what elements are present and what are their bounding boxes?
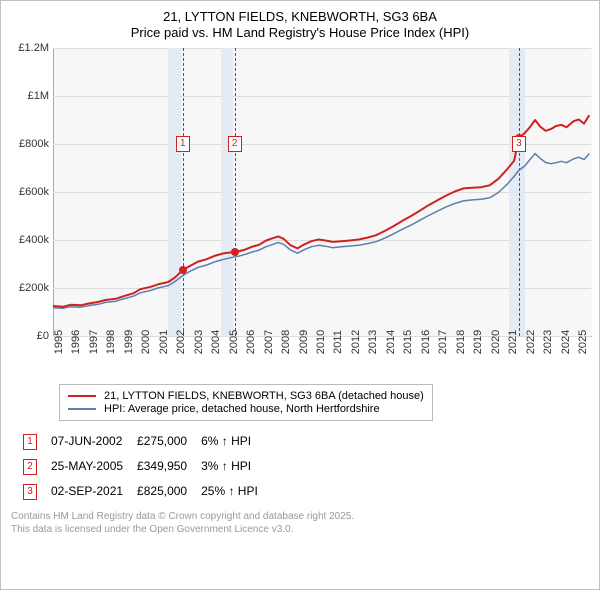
legend-swatch (68, 408, 96, 410)
title-line-2: Price paid vs. HM Land Registry's House … (11, 25, 589, 41)
sale-date: 25-MAY-2005 (51, 454, 137, 479)
legend-swatch (68, 395, 96, 397)
sale-number: 3 (23, 484, 37, 500)
chart: £0£200k£400k£600k£800k£1M£1.2M1995199619… (11, 48, 591, 378)
title-line-1: 21, LYTTON FIELDS, KNEBWORTH, SG3 6BA (11, 9, 589, 25)
sale-point (231, 248, 239, 256)
legend-label: HPI: Average price, detached house, Nort… (104, 403, 380, 415)
sale-number: 1 (23, 434, 37, 450)
figure-container: 21, LYTTON FIELDS, KNEBWORTH, SG3 6BA Pr… (0, 0, 600, 590)
sale-row: 1 07-JUN-2002£275,0006% ↑ HPI (23, 429, 272, 454)
legend-row: HPI: Average price, detached house, Nort… (68, 403, 424, 415)
sale-price: £349,950 (137, 454, 201, 479)
series-svg (11, 48, 591, 336)
sale-marker: 2 (228, 136, 242, 152)
sale-date: 02-SEP-2021 (51, 479, 137, 504)
sale-delta: 6% ↑ HPI (201, 429, 272, 454)
sale-row: 3 02-SEP-2021£825,00025% ↑ HPI (23, 479, 272, 504)
sales-table: 1 07-JUN-2002£275,0006% ↑ HPI 2 25-MAY-2005… (23, 429, 272, 504)
sale-marker: 1 (176, 136, 190, 152)
attrib-line-2: This data is licensed under the Open Gov… (11, 523, 589, 536)
sale-price: £275,000 (137, 429, 201, 454)
series-line (53, 115, 589, 307)
legend: 21, LYTTON FIELDS, KNEBWORTH, SG3 6BA (d… (59, 384, 433, 421)
attribution: Contains HM Land Registry data © Crown c… (11, 510, 589, 536)
sale-price: £825,000 (137, 479, 201, 504)
sale-marker: 3 (512, 136, 526, 152)
sale-number: 2 (23, 459, 37, 475)
sale-row: 2 25-MAY-2005£349,9503% ↑ HPI (23, 454, 272, 479)
series-line (53, 153, 589, 308)
sale-delta: 25% ↑ HPI (201, 479, 272, 504)
sale-delta: 3% ↑ HPI (201, 454, 272, 479)
attrib-line-1: Contains HM Land Registry data © Crown c… (11, 510, 589, 523)
sale-point (179, 266, 187, 274)
title-block: 21, LYTTON FIELDS, KNEBWORTH, SG3 6BA Pr… (11, 9, 589, 42)
sale-date: 07-JUN-2002 (51, 429, 137, 454)
legend-label: 21, LYTTON FIELDS, KNEBWORTH, SG3 6BA (d… (104, 390, 424, 402)
legend-row: 21, LYTTON FIELDS, KNEBWORTH, SG3 6BA (d… (68, 390, 424, 402)
